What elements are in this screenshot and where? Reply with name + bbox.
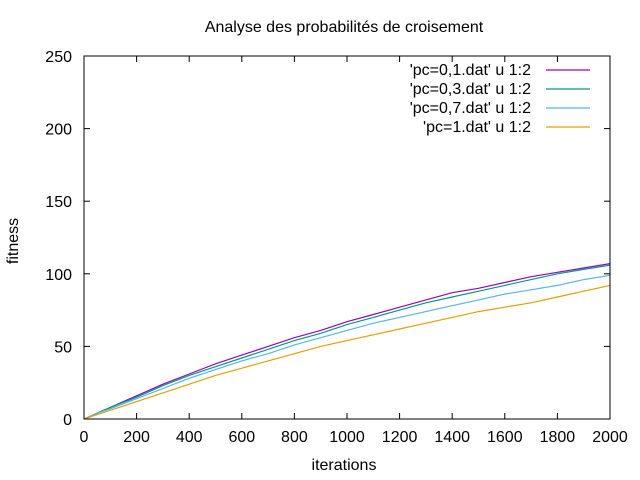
x-tick-label: 2000: [592, 429, 628, 446]
y-tick-label: 200: [45, 122, 72, 139]
y-axis-label: fitness: [5, 218, 22, 264]
y-tick-label: 50: [54, 339, 72, 356]
x-tick-label: 600: [228, 429, 255, 446]
x-tick-label: 1200: [382, 429, 418, 446]
legend: 'pc=0,1.dat' u 1:2 'pc=0,3.dat' u 1:2 'pc=…: [410, 62, 590, 136]
x-tick-label: 200: [123, 429, 150, 446]
x-tick-label: 1000: [329, 429, 365, 446]
y-tick-labels: 0 50 100 150 200 250: [45, 49, 72, 429]
x-tick-label: 1600: [487, 429, 523, 446]
x-axis-label: iterations: [312, 457, 377, 474]
legend-label-1: 'pc=0,1.dat' u 1:2: [410, 62, 531, 79]
legend-label-4: 'pc=1.dat' u 1:2: [423, 119, 531, 136]
x-tick-label: 800: [281, 429, 308, 446]
series-line-2: [83, 264, 611, 420]
x-tick-label: 1800: [540, 429, 576, 446]
series-line-1: [83, 263, 611, 420]
y-tick-label: 250: [45, 49, 72, 66]
tick-marks: [83, 55, 611, 420]
y-tick-label: 100: [45, 267, 72, 284]
chart-title: Analyse des probabilités de croisement: [205, 19, 484, 36]
x-tick-label: 400: [176, 429, 203, 446]
plot-frame: [83, 55, 611, 420]
series-line-3: [83, 274, 611, 420]
x-tick-labels: 0 200 400 600 800 1000 1200 1400 1600 1800 2000: [80, 429, 628, 446]
x-tick-label: 0: [80, 429, 89, 446]
y-tick-label: 150: [45, 194, 72, 211]
legend-label-2: 'pc=0,3.dat' u 1:2: [410, 81, 531, 98]
series-line-4: [83, 284, 611, 420]
legend-label-3: 'pc=0,7.dat' u 1:2: [410, 100, 531, 117]
series-lines: [83, 263, 611, 420]
x-tick-label: 1400: [434, 429, 470, 446]
y-tick-label: 0: [63, 412, 72, 429]
